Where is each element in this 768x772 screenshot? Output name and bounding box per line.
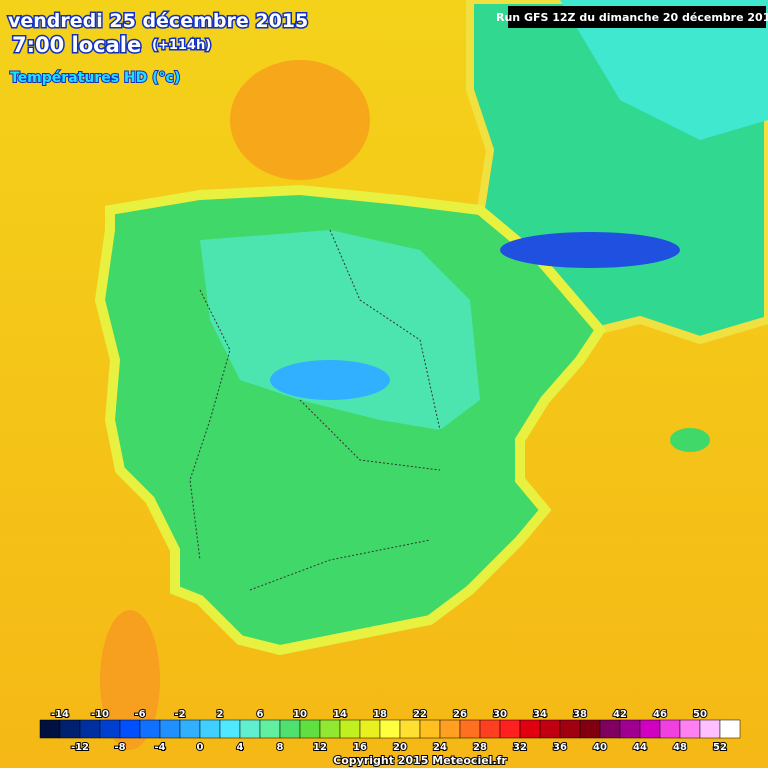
legend-label: 10 (293, 709, 307, 720)
legend-label: -12 (71, 742, 89, 753)
legend-label: 50 (693, 709, 707, 720)
legend-swatch (39, 719, 61, 739)
legend-label: 36 (553, 742, 567, 753)
warm-patch (100, 610, 160, 750)
cold-area (270, 360, 390, 400)
legend-label: 38 (573, 709, 587, 720)
legend-label: 34 (533, 709, 547, 720)
legend-label: 16 (353, 742, 367, 753)
legend-label: 22 (413, 709, 427, 720)
legend-swatch (379, 719, 401, 739)
legend-label: 44 (633, 742, 647, 753)
legend-swatch (259, 719, 281, 739)
legend-swatch (619, 719, 641, 739)
legend-label: 48 (673, 742, 687, 753)
balearics (670, 428, 710, 452)
legend-swatch (179, 719, 201, 739)
legend-label: 52 (713, 742, 727, 753)
legend-swatch (199, 719, 221, 739)
legend-label: -4 (154, 742, 165, 753)
legend-label: 20 (393, 742, 407, 753)
legend-swatch (299, 719, 321, 739)
legend-swatch (559, 719, 581, 739)
legend-swatch (479, 719, 501, 739)
legend-swatch (119, 719, 141, 739)
legend-swatch (679, 719, 701, 739)
legend-swatch (339, 719, 361, 739)
copyright: Copyright 2015 Meteociel.fr (333, 754, 507, 767)
legend-swatch (579, 719, 601, 739)
legend-swatch (359, 719, 381, 739)
legend-swatch (639, 719, 661, 739)
legend-label: -6 (134, 709, 145, 720)
legend-label: 24 (433, 742, 447, 753)
legend-swatch (439, 719, 461, 739)
legend-label: 40 (593, 742, 607, 753)
pyrenees (500, 232, 680, 268)
legend-label: 32 (513, 742, 527, 753)
legend-label: 4 (237, 742, 244, 753)
legend-swatch (719, 719, 741, 739)
variable: Températures HD (°c) (10, 70, 180, 86)
legend-swatch (399, 719, 421, 739)
legend-label: 18 (373, 709, 387, 720)
legend-swatch (519, 719, 541, 739)
legend-label: 0 (197, 742, 204, 753)
legend-swatch (139, 719, 161, 739)
legend-swatch (539, 719, 561, 739)
title: vendredi 25 décembre 2015 (8, 10, 308, 32)
legend-swatch (219, 719, 241, 739)
legend-label: 14 (333, 709, 347, 720)
legend-swatch (659, 719, 681, 739)
warm-patch (230, 60, 370, 180)
legend-label: -2 (174, 709, 185, 720)
legend-label: -8 (114, 742, 125, 753)
legend-swatch (319, 719, 341, 739)
legend-label: 2 (217, 709, 224, 720)
legend-swatch (499, 719, 521, 739)
legend-swatch (599, 719, 621, 739)
offset: (+114h) (152, 38, 211, 53)
legend-label: 8 (277, 742, 284, 753)
legend-label: -10 (91, 709, 109, 720)
border (189, 229, 441, 591)
legend-label: 12 (313, 742, 327, 753)
legend: -14-12-10-8-6-4-202468101214161820222426… (39, 708, 741, 754)
legend-swatch (79, 719, 101, 739)
legend-label: 26 (453, 709, 467, 720)
legend-swatch (159, 719, 181, 739)
legend-swatch (419, 719, 441, 739)
legend-label: 46 (653, 709, 667, 720)
legend-swatch (59, 719, 81, 739)
legend-label: 28 (473, 742, 487, 753)
legend-swatch (239, 719, 261, 739)
run: Run GFS 12Z du dimanche 20 décembre 2015 (496, 11, 768, 24)
cold-area (560, 0, 768, 140)
legend-label: -14 (51, 709, 69, 720)
run-box (508, 6, 766, 28)
legend-label: 42 (613, 709, 627, 720)
legend-swatch (459, 719, 481, 739)
legend-label: 6 (257, 709, 264, 720)
legend-swatch (699, 719, 721, 739)
time: 7:00 locale (12, 33, 141, 57)
legend-swatch (279, 719, 301, 739)
legend-label: 30 (493, 709, 507, 720)
legend-swatch (99, 719, 121, 739)
